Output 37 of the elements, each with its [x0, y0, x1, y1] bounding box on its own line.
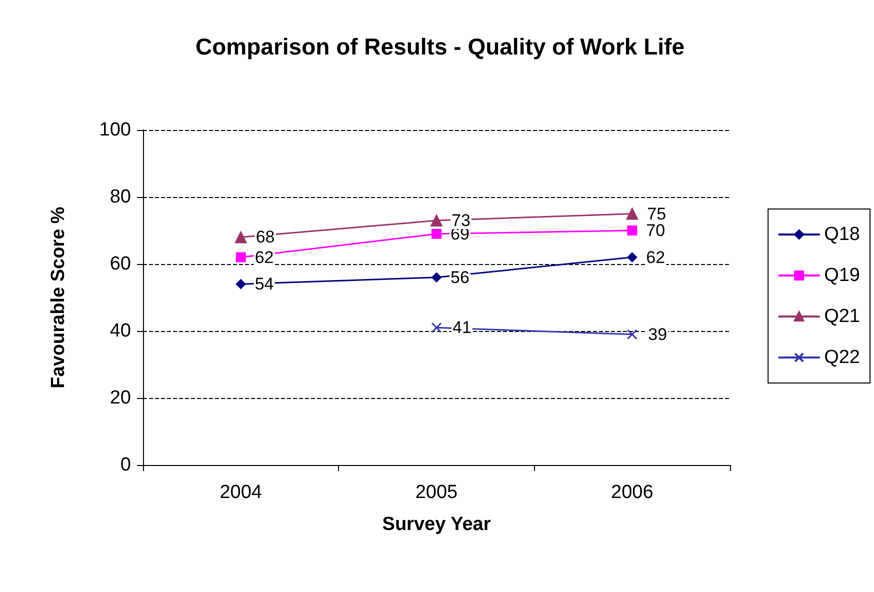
legend-label: Q21 [824, 306, 860, 327]
y-tick-label: 60 [110, 254, 131, 274]
point [627, 252, 638, 262]
point [431, 322, 442, 333]
point [236, 279, 246, 290]
point [626, 208, 638, 220]
legend-label: Q18 [824, 224, 860, 245]
data-label: 62 [646, 248, 666, 267]
data-label: 73 [452, 210, 470, 230]
data-label: 68 [256, 228, 275, 247]
data-label: 75 [647, 204, 666, 224]
data-label: 54 [254, 274, 274, 294]
point [626, 329, 638, 340]
data-label: 62 [254, 248, 274, 267]
y-tick-label: 100 [99, 120, 131, 140]
legend-label: Q22 [824, 347, 860, 368]
point [430, 214, 442, 226]
x-tick-label: 2004 [220, 482, 262, 503]
point [627, 226, 638, 236]
y-tick-label: 40 [110, 320, 131, 342]
y-axis-title: Favourable Score % [48, 206, 69, 388]
x-tick-label: 2006 [611, 482, 654, 503]
legend-label: Q19 [824, 265, 860, 286]
x-tick-label: 2005 [415, 482, 458, 503]
point [236, 252, 246, 262]
y-tick-label: 0 [120, 454, 131, 476]
y-tick-label: 80 [110, 186, 131, 208]
data-label: 39 [648, 324, 668, 344]
point [432, 272, 442, 282]
point [234, 231, 247, 244]
chart-title: Comparison of Results - Quality of Work Life [195, 34, 685, 60]
data-label: 70 [646, 221, 666, 240]
data-label: 41 [452, 318, 472, 338]
y-tick-label: 20 [110, 388, 131, 408]
point [432, 228, 442, 239]
x-axis-title: Survey Year [382, 514, 492, 535]
data-label: 56 [450, 268, 470, 287]
